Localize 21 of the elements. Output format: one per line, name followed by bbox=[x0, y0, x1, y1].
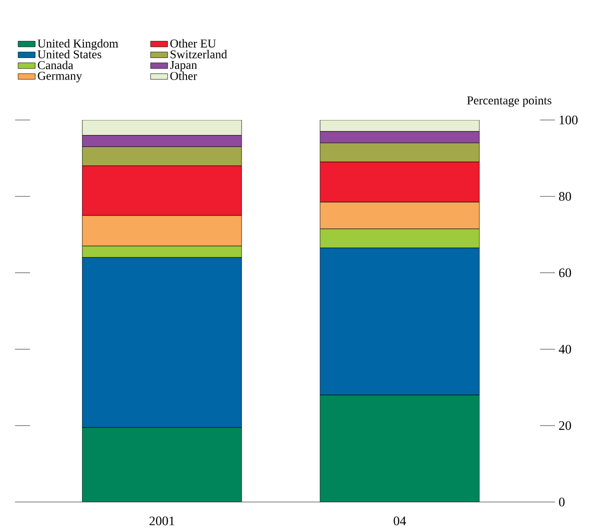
x-tick-label: 04 bbox=[394, 516, 406, 526]
bar bbox=[82, 120, 242, 136]
y-tick-label: 100 bbox=[560, 116, 578, 124]
y-tick-label: 60 bbox=[559, 268, 572, 278]
legend-label: Canada bbox=[38, 60, 74, 70]
legend-label: Other EU bbox=[170, 39, 216, 48]
bar bbox=[320, 120, 480, 132]
legend-label: Germany bbox=[38, 72, 82, 82]
legend-label: United States bbox=[38, 50, 102, 58]
y-tick-label: 0 bbox=[559, 498, 565, 506]
y-tick-label: 40 bbox=[558, 344, 572, 354]
legend-label: Switzerland bbox=[170, 50, 228, 58]
x-tick-label: 2001 bbox=[150, 516, 174, 526]
legend-label: Japan bbox=[170, 61, 197, 72]
y-tick-label: 20 bbox=[559, 421, 572, 430]
y-tick-label: 80 bbox=[559, 192, 572, 201]
y-axis-title: Percentage points bbox=[467, 96, 552, 107]
bar bbox=[320, 394, 480, 502]
bar bbox=[82, 428, 242, 502]
legend-label: Other bbox=[170, 72, 198, 80]
legend-label: United Kingdom bbox=[38, 39, 118, 50]
